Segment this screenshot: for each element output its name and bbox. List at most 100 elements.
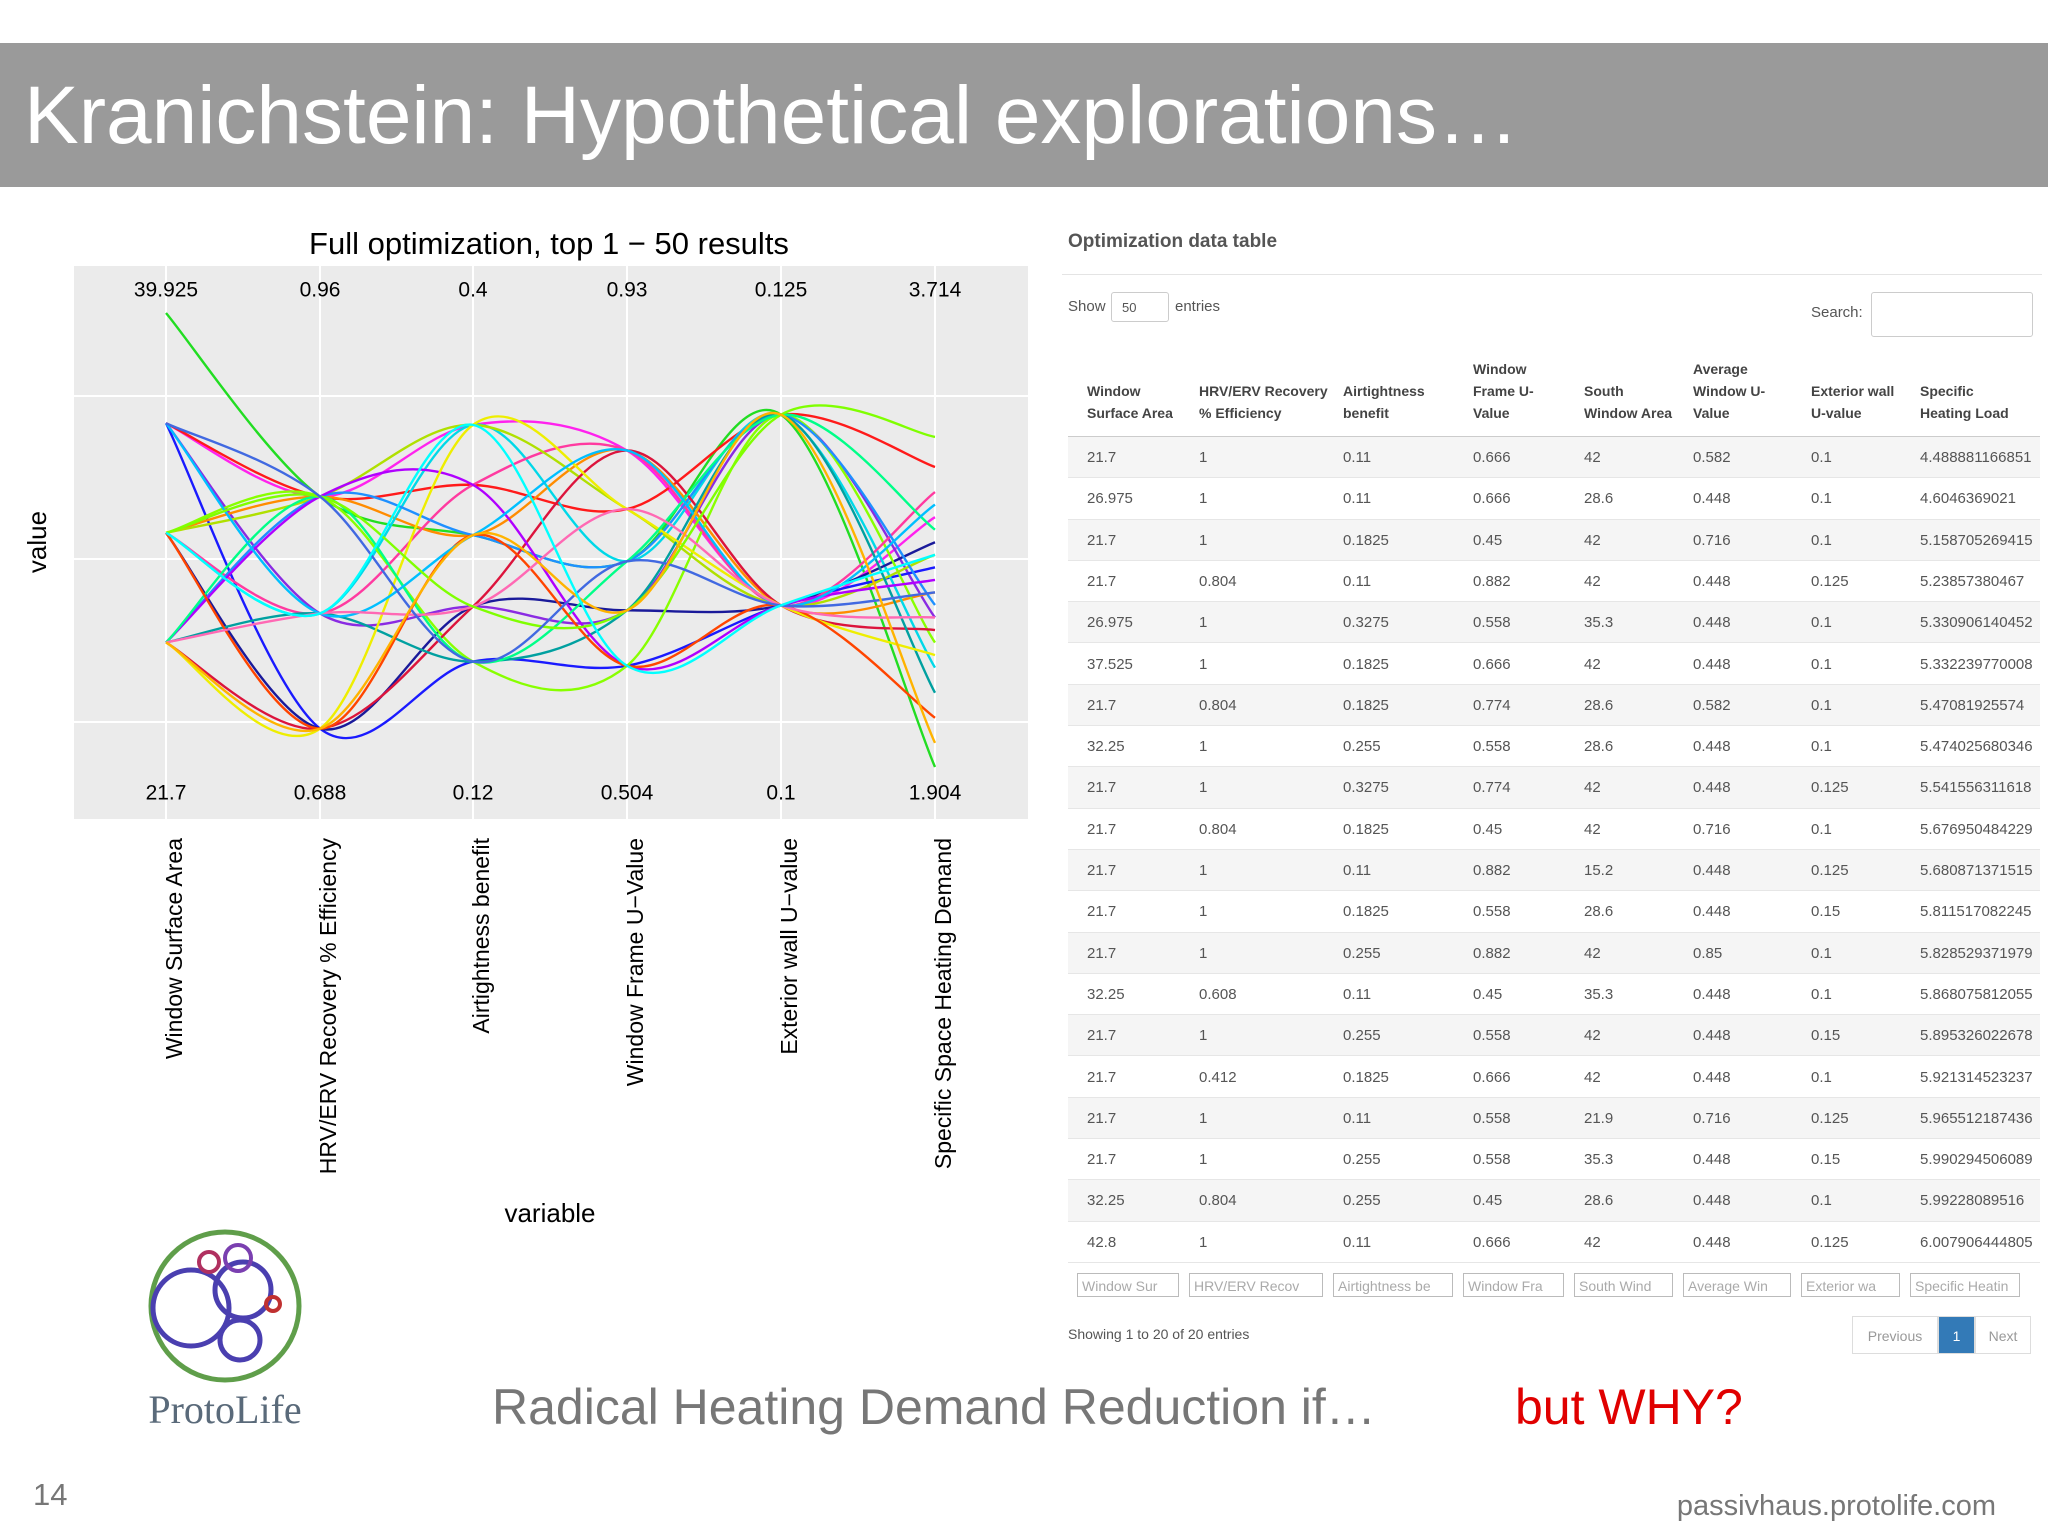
header-cell[interactable]: South Window Area	[1584, 383, 1673, 421]
table-row	[1068, 767, 2040, 809]
table-cell: 0.1	[1811, 1068, 1832, 1086]
table-cell: 0.1825	[1343, 696, 1389, 714]
table-cell: 5.158705269415	[1920, 531, 2033, 549]
table-row	[1068, 560, 2040, 603]
filter-input[interactable]: Exterior wa	[1801, 1273, 1900, 1297]
table-cell: 6.007906444805	[1920, 1233, 2033, 1251]
page-button[interactable]: Next	[1975, 1316, 2031, 1354]
filter-input[interactable]: HRV/ERV Recov	[1189, 1273, 1323, 1297]
table-cell: 0.45	[1473, 1192, 1503, 1210]
table-cell: 0.716	[1693, 531, 1731, 549]
axis-max-label: 0.96	[300, 279, 341, 302]
filter-input[interactable]: South Wind	[1574, 1273, 1673, 1297]
table-cell: 0.45	[1473, 531, 1503, 549]
table-cell: 0.1	[1811, 490, 1832, 508]
table-cell: 1	[1199, 779, 1208, 797]
table-cell: 5.680871371515	[1920, 862, 2033, 879]
table-cell: 21.7	[1087, 696, 1117, 714]
table-cell: 0.1	[1811, 449, 1832, 466]
question: but WHY?	[1515, 1379, 1743, 1435]
header-cell[interactable]: HRV/ERV Recovery % Efficiency	[1199, 383, 1328, 421]
page-button[interactable]: Previous	[1852, 1316, 1938, 1354]
table-cell: 21.7	[1087, 1027, 1117, 1045]
table-cell: 1	[1199, 614, 1208, 632]
filter-input[interactable]: Window Sur	[1077, 1273, 1179, 1297]
table-row	[1068, 1097, 2040, 1140]
search-input[interactable]	[1871, 292, 2033, 337]
table-cell: 5.990294506089	[1920, 1151, 2033, 1169]
search-label: Search:	[1811, 304, 1863, 321]
table-cell: 0.125	[1811, 1233, 1849, 1251]
series-line	[165, 413, 936, 644]
table-cell: 21.7	[1087, 531, 1117, 549]
table-cell: 0.125	[1811, 862, 1849, 879]
table-cell: 0.255	[1343, 1151, 1381, 1169]
table-row	[1068, 1221, 2040, 1263]
table-cell: 1	[1199, 903, 1208, 921]
table-cell: 5.811517082245	[1920, 903, 2032, 921]
table-row	[1068, 850, 2040, 892]
length-suffix: entries	[1175, 298, 1221, 315]
axis-max-label: 3.714	[909, 279, 962, 302]
table-cell: 28.6	[1584, 738, 1614, 756]
table-info: Showing 1 to 20 of 20 entries	[1068, 1326, 1250, 1342]
table-cell: 28.6	[1584, 490, 1614, 508]
table-cell: 35.3	[1584, 1151, 1614, 1169]
table-cell: 5.99228089516	[1920, 1192, 2025, 1210]
table-cell: 21.7	[1087, 944, 1117, 962]
table-cell: 42	[1584, 779, 1601, 797]
table-cell: 42	[1584, 531, 1601, 549]
table-cell: 0.1825	[1343, 531, 1389, 549]
table-cell: 1	[1199, 531, 1208, 549]
table-cell: 0.1825	[1343, 820, 1389, 838]
table-cell: 21.9	[1584, 1109, 1614, 1127]
table-title: Optimization data table	[1068, 231, 1278, 252]
series-line	[165, 413, 936, 664]
table-cell: 0.255	[1343, 1192, 1381, 1210]
url: passivhaus.protolife.com	[1676, 1490, 1996, 1522]
filter-input[interactable]: Average Win	[1683, 1273, 1791, 1297]
table-cell: 0.412	[1199, 1068, 1237, 1086]
table-cell: 0.125	[1811, 779, 1849, 797]
page-button[interactable]: 1	[1938, 1316, 1975, 1354]
table-cell: 0.448	[1693, 985, 1731, 1003]
header-cell[interactable]: Airtightness benefit	[1343, 383, 1425, 421]
header-cell[interactable]: Window Surface Area	[1087, 383, 1173, 421]
table-cell: 1	[1199, 738, 1208, 756]
table-cell: 0.666	[1473, 449, 1511, 466]
table-cell: 0.1	[1811, 1192, 1832, 1210]
table-cell: 26.975	[1087, 490, 1133, 508]
filter-input[interactable]: Specific Heatin	[1910, 1273, 2020, 1297]
table-cell: 0.448	[1693, 1068, 1731, 1086]
table-cell: 1	[1199, 944, 1208, 962]
table-cell: 0.558	[1473, 1151, 1511, 1169]
axis-min-label: 0.1	[766, 782, 795, 805]
filter-input[interactable]: Airtightness be	[1333, 1273, 1453, 1297]
table-row	[1068, 891, 2040, 933]
table-cell: 0.15	[1811, 1027, 1841, 1045]
axis-min-label: 0.688	[294, 782, 347, 805]
table-cell: 5.330906140452	[1920, 614, 2033, 632]
table-cell: 5.23857380467	[1920, 572, 2025, 590]
table-cell: 42	[1584, 944, 1601, 962]
table-cell: 21.7	[1087, 1068, 1117, 1086]
table-cell: 0.448	[1693, 490, 1731, 508]
header-cell[interactable]: Average Window U-Value	[1693, 361, 1766, 421]
table-cell: 1	[1199, 862, 1208, 879]
header-cell[interactable]: Specific Heating Load	[1920, 383, 2009, 421]
table-row	[1068, 932, 2040, 974]
table-cell: 0.11	[1343, 985, 1372, 1003]
x-tick-label: Specific Space Heating Demand	[930, 838, 956, 1169]
axis-min-label: 1.904	[909, 782, 962, 805]
filter-input[interactable]: Window Fra	[1463, 1273, 1564, 1297]
table-row	[1068, 1180, 2040, 1222]
header-cell[interactable]: Exterior wall U-value	[1811, 383, 1895, 421]
table-cell: 42	[1584, 655, 1601, 673]
table-cell: 0.666	[1473, 1233, 1511, 1251]
length-select-input[interactable]: 50	[1111, 292, 1169, 322]
table-cell: 21.7	[1087, 862, 1117, 879]
header-cell[interactable]: Window Frame U-Value	[1473, 361, 1534, 421]
table-cell: 0.804	[1199, 1192, 1237, 1210]
axis-min-label: 0.504	[601, 782, 654, 805]
